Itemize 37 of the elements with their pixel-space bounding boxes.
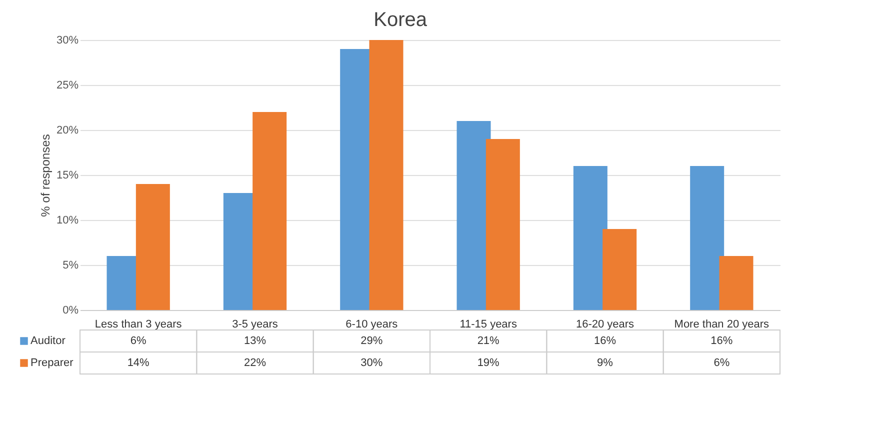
data-label: 30% <box>360 357 383 369</box>
x-tick-label: More than 20 years <box>674 318 770 330</box>
data-label: 13% <box>244 335 266 347</box>
x-tick-label: Less than 3 years <box>94 318 182 330</box>
data-label: 14% <box>127 357 150 369</box>
data-label: 29% <box>360 335 383 347</box>
y-tick-label: 20% <box>56 124 79 136</box>
data-label: 6% <box>130 335 146 347</box>
bar <box>573 166 608 310</box>
x-tick-label: 16-20 years <box>576 318 635 330</box>
legend-label: Auditor <box>30 335 66 347</box>
y-tick-label: 5% <box>62 260 79 272</box>
data-label: 16% <box>710 335 733 347</box>
y-tick-label: 0% <box>62 304 79 316</box>
bar <box>136 184 170 310</box>
data-label: 21% <box>477 335 500 347</box>
data-label: 22% <box>244 357 266 369</box>
chart-title: Korea <box>374 9 428 31</box>
y-tick-label: 30% <box>56 34 79 46</box>
data-label: 9% <box>597 357 614 369</box>
data-label: 19% <box>477 357 500 369</box>
bar <box>252 112 287 310</box>
bar <box>602 229 637 310</box>
y-axis-title: % of responses <box>38 134 52 217</box>
y-tick-label: 10% <box>56 214 79 226</box>
x-tick-label: 6-10 years <box>346 318 398 330</box>
x-tick-label: 11-15 years <box>460 318 518 330</box>
data-label: 16% <box>594 335 616 347</box>
y-tick-label: 25% <box>56 80 79 92</box>
bar <box>719 256 754 310</box>
y-tick-label: 15% <box>56 170 79 182</box>
legend-label: Preparer <box>30 357 74 369</box>
data-label: 6% <box>714 357 730 369</box>
x-tick-label: 3-5 years <box>232 318 278 330</box>
bar <box>486 139 520 310</box>
bar <box>690 166 724 310</box>
bar <box>369 40 404 310</box>
